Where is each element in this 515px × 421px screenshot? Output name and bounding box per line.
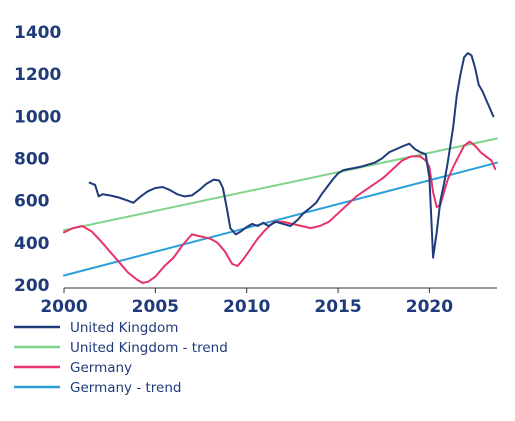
x-axis-ticks: 2000 2005 2010 2015 2020 — [40, 288, 453, 317]
series-line-germany-trend — [63, 161, 498, 277]
series-line-germany — [63, 140, 497, 284]
legend-label-germany: Germany — [70, 360, 132, 376]
legend-label-united-kingdom: United Kingdom — [70, 320, 178, 336]
y-axis-ticks: 200 400 600 800 1000 1200 1400 — [14, 23, 61, 296]
y-tick-label: 800 — [14, 150, 50, 170]
y-tick-label: 600 — [14, 192, 50, 212]
x-tick-label: 2005 — [132, 297, 179, 317]
x-tick-label: 2000 — [40, 297, 87, 317]
x-tick-label: 2010 — [223, 297, 270, 317]
x-tick-label: 2015 — [314, 297, 361, 317]
x-tick-label: 2020 — [406, 297, 453, 317]
series-line-united-kingdom — [88, 52, 495, 259]
y-tick-label: 1200 — [14, 65, 61, 85]
y-tick-label: 200 — [14, 276, 50, 296]
legend-label-united-kingdom-trend: United Kingdom - trend — [70, 340, 228, 356]
y-tick-label: 1000 — [14, 107, 61, 127]
legend: United Kingdom United Kingdom - trend Germ… — [14, 320, 228, 396]
series-lines — [63, 52, 498, 284]
y-tick-label: 1400 — [14, 23, 61, 43]
legend-label-germany-trend: Germany - trend — [70, 380, 181, 396]
y-tick-label: 400 — [14, 234, 50, 254]
